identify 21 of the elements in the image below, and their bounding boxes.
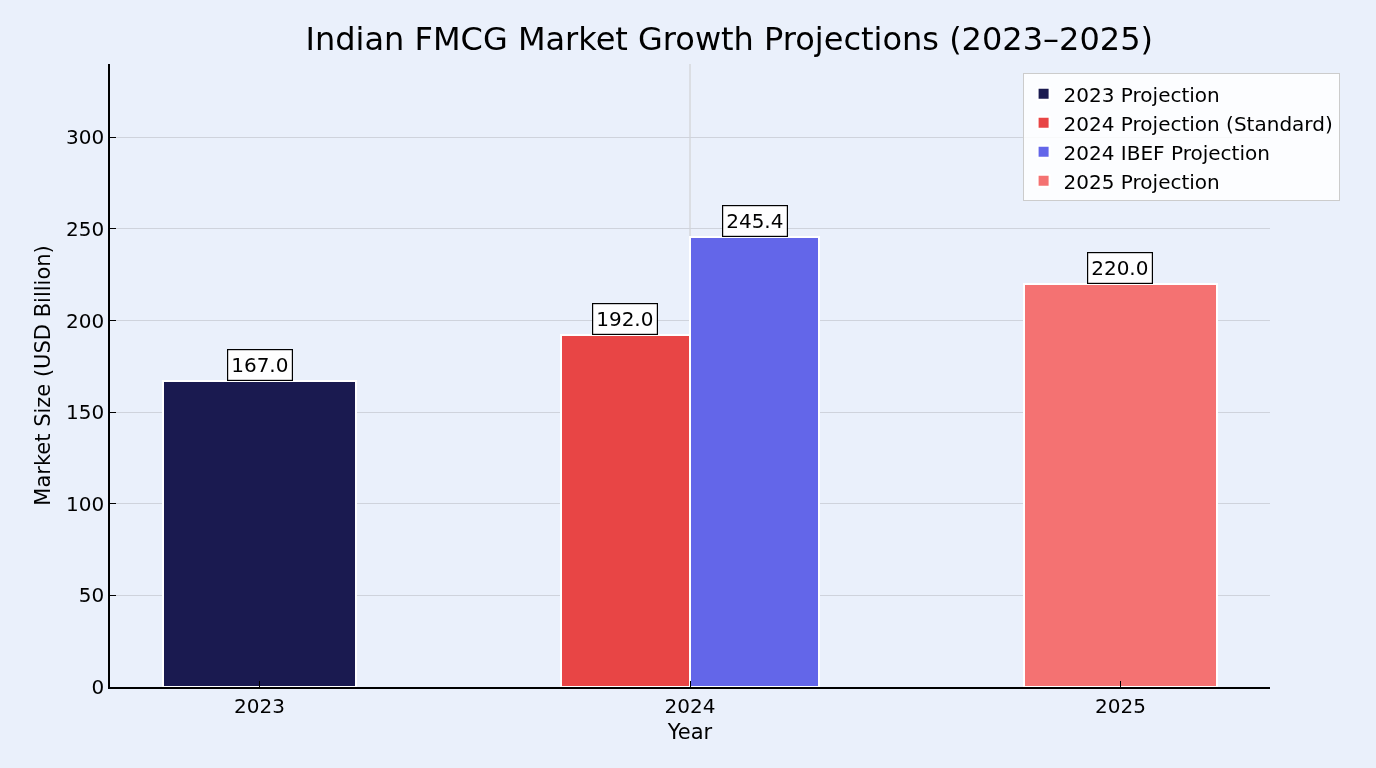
x-axis-title: Year [666,720,713,745]
y-tick-label: 50 [78,583,105,608]
chart-title: Indian FMCG Market Growth Projections (2023–2025) [305,19,1153,58]
data-label: 167.0 [231,353,289,378]
x-tick-label: 2023 [234,693,286,718]
y-tick-label: 0 [91,675,105,699]
data-label: 220.0 [1091,256,1149,281]
legend-label: 2024 Projection (Standard) [1063,111,1333,136]
y-tick-label: 200 [66,308,105,333]
y-tick-label: 150 [66,400,105,425]
y-tick-label: 100 [66,491,105,516]
x-tick-label: 2025 [1094,693,1146,718]
legend-label: 2025 Projection [1063,169,1220,194]
x-tick-label: 2024 [664,693,716,718]
data-label: 245.4 [726,209,784,234]
legend-label: 2023 Projection [1063,82,1220,107]
y-tick-label: 250 [66,216,105,241]
legend-label: 2024 IBEF Projection [1063,140,1270,165]
y-axis-title: Market Size (USD Billion) [30,245,55,506]
data-label: 192.0 [596,307,654,332]
y-tick-label: 300 [66,125,105,150]
